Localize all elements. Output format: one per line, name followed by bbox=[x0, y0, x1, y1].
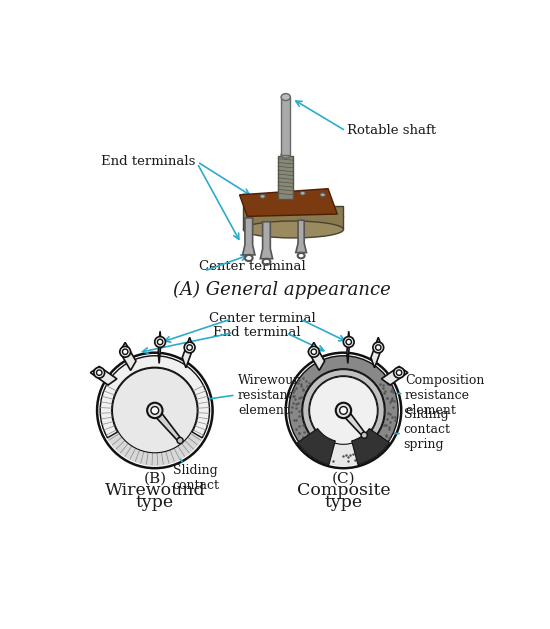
Wedge shape bbox=[305, 435, 382, 465]
Circle shape bbox=[397, 370, 402, 376]
Ellipse shape bbox=[243, 221, 343, 238]
Text: Sliding
contact: Sliding contact bbox=[172, 464, 219, 493]
Circle shape bbox=[123, 349, 128, 355]
Circle shape bbox=[112, 368, 197, 453]
Circle shape bbox=[147, 403, 163, 418]
Polygon shape bbox=[158, 331, 161, 364]
Circle shape bbox=[376, 345, 381, 350]
Polygon shape bbox=[260, 222, 273, 259]
Ellipse shape bbox=[320, 193, 326, 197]
Text: Wirewound: Wirewound bbox=[104, 482, 205, 499]
Circle shape bbox=[94, 367, 104, 378]
Polygon shape bbox=[120, 342, 136, 370]
Text: Composition
resistance
element: Composition resistance element bbox=[405, 374, 485, 416]
Circle shape bbox=[311, 349, 317, 355]
Circle shape bbox=[155, 337, 166, 347]
Ellipse shape bbox=[279, 192, 284, 196]
Circle shape bbox=[373, 342, 384, 353]
Circle shape bbox=[97, 353, 212, 468]
Bar bbox=[278, 157, 293, 199]
Polygon shape bbox=[296, 220, 306, 253]
Polygon shape bbox=[243, 218, 255, 255]
Wedge shape bbox=[107, 431, 202, 465]
Text: End terminal: End terminal bbox=[213, 326, 300, 339]
Polygon shape bbox=[381, 367, 408, 385]
Text: Wirewound
resistance
element: Wirewound resistance element bbox=[238, 374, 310, 416]
Circle shape bbox=[120, 347, 130, 357]
Wedge shape bbox=[289, 356, 398, 449]
Text: type: type bbox=[324, 494, 362, 511]
Circle shape bbox=[394, 367, 404, 378]
Polygon shape bbox=[240, 189, 337, 216]
Wedge shape bbox=[100, 356, 210, 438]
Text: type: type bbox=[136, 494, 174, 511]
Polygon shape bbox=[152, 408, 182, 442]
Polygon shape bbox=[309, 342, 324, 370]
Text: Sliding
contact
spring: Sliding contact spring bbox=[404, 408, 450, 451]
Bar bbox=[243, 206, 343, 230]
Text: Center terminal: Center terminal bbox=[209, 313, 316, 325]
Circle shape bbox=[100, 355, 210, 466]
Circle shape bbox=[309, 347, 319, 357]
Ellipse shape bbox=[281, 152, 290, 159]
Text: (B): (B) bbox=[143, 471, 167, 485]
Circle shape bbox=[310, 377, 377, 444]
Circle shape bbox=[343, 337, 354, 347]
Text: Composite: Composite bbox=[296, 482, 390, 499]
Circle shape bbox=[288, 355, 399, 466]
Circle shape bbox=[336, 403, 351, 418]
Circle shape bbox=[361, 432, 367, 438]
Ellipse shape bbox=[260, 194, 265, 198]
Bar bbox=[281, 97, 290, 155]
Text: Center terminal: Center terminal bbox=[200, 260, 306, 273]
Wedge shape bbox=[351, 428, 389, 465]
Circle shape bbox=[151, 406, 158, 415]
Text: Rotable shaft: Rotable shaft bbox=[348, 125, 437, 137]
Circle shape bbox=[157, 339, 163, 345]
Wedge shape bbox=[302, 370, 384, 439]
Circle shape bbox=[340, 406, 348, 415]
Text: End terminals: End terminals bbox=[101, 155, 196, 168]
Polygon shape bbox=[347, 331, 350, 364]
Circle shape bbox=[177, 437, 183, 443]
Circle shape bbox=[184, 342, 195, 353]
Circle shape bbox=[187, 345, 192, 350]
Text: (A) General appearance: (A) General appearance bbox=[173, 281, 390, 299]
Ellipse shape bbox=[281, 94, 290, 101]
Polygon shape bbox=[182, 337, 193, 368]
Circle shape bbox=[97, 370, 102, 376]
Ellipse shape bbox=[246, 208, 343, 225]
Circle shape bbox=[286, 353, 402, 468]
Polygon shape bbox=[371, 337, 382, 368]
Polygon shape bbox=[340, 408, 366, 437]
Polygon shape bbox=[90, 367, 117, 385]
Text: (C): (C) bbox=[332, 471, 355, 485]
Wedge shape bbox=[298, 428, 336, 465]
Ellipse shape bbox=[300, 191, 305, 195]
Circle shape bbox=[346, 339, 351, 345]
